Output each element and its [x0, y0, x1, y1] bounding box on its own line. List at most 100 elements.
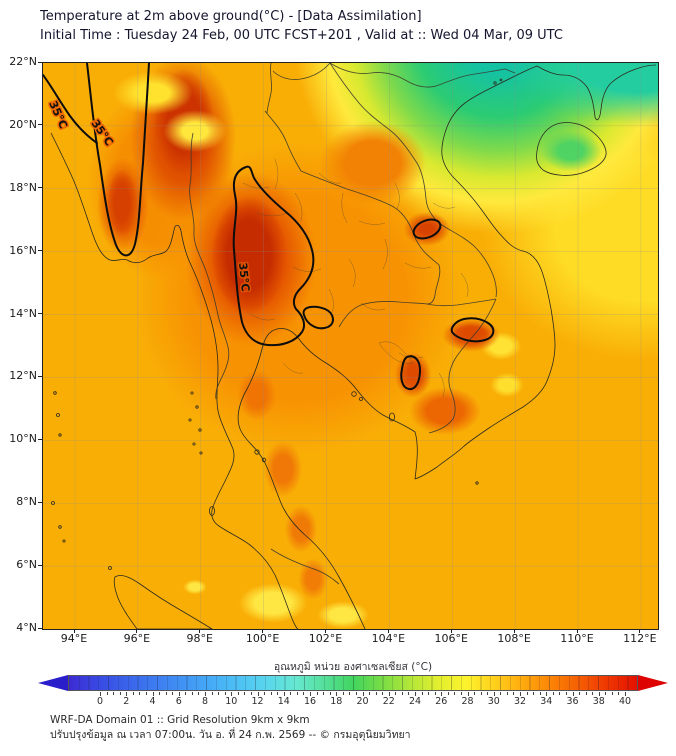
- colorbar-tick: [119, 692, 121, 695]
- footer-update-info: ปรับปรุงข้อมูล ณ เวลา 07:00น. วัน อ. ที่…: [50, 729, 411, 741]
- colorbar-tick: [310, 692, 311, 696]
- colorbar-tick-label: 30: [487, 696, 500, 707]
- colorbar-tick: [270, 692, 272, 695]
- colorbar-tick: [283, 692, 285, 696]
- lon-tick-label: 94°E: [60, 632, 88, 645]
- lon-tick-mark: [199, 629, 201, 633]
- lat-tick-label: 8°N: [16, 495, 37, 509]
- colorbar-tick: [296, 692, 298, 695]
- colorbar-tick: [572, 692, 574, 696]
- colorbar-tick-label: 16: [303, 696, 317, 707]
- colorbar-tick: [316, 692, 318, 695]
- colorbar-tick: [533, 692, 535, 695]
- colorbar-tick: [264, 692, 266, 695]
- colorbar-tick: [159, 692, 161, 695]
- colorbar-tick: [205, 692, 206, 696]
- map-overlay: 35°C 35°C 35°C: [43, 63, 658, 629]
- colorbar-tick: [369, 692, 371, 695]
- footer-domain-info: WRF-DA Domain 01 :: Grid Resolution 9km …: [50, 714, 310, 726]
- colorbar-tick: [303, 692, 305, 695]
- colorbar-tick-label: 38: [592, 696, 605, 707]
- lon-tick-mark: [73, 629, 75, 633]
- colorbar-tick: [467, 692, 469, 696]
- colorbar-tick: [152, 692, 154, 696]
- lat-tick-label: 10°N: [9, 432, 37, 446]
- colorbar-gradient: [68, 675, 638, 691]
- lon-tick-mark: [325, 629, 327, 633]
- colorbar-tick: [441, 692, 443, 696]
- lon-tick-mark: [136, 629, 138, 633]
- colorbar-tick-label: 26: [435, 696, 448, 707]
- colorbar-tick: [579, 692, 581, 695]
- colorbar-tick: [126, 692, 128, 696]
- lon-tick-label: 100°E: [245, 632, 280, 645]
- colorbar-tick: [139, 692, 141, 695]
- lon-tick-label: 102°E: [308, 632, 343, 645]
- colorbar-tick: [388, 692, 390, 696]
- lon-tick-mark: [262, 629, 264, 633]
- contour-label-35c: 35°C: [236, 262, 252, 292]
- coastlines: [50, 64, 657, 629]
- colorbar-tick-label: 34: [540, 696, 553, 707]
- colorbar-tick: [447, 692, 449, 695]
- page-subtitle: Initial Time : Tuesday 24 Feb, 00 UTC FC…: [40, 28, 563, 43]
- colorbar-tick-label: 4: [149, 696, 156, 707]
- title-block: Temperature at 2m above ground(°C) - [Da…: [40, 7, 563, 45]
- lon-tick-mark: [450, 629, 452, 633]
- colorbar-tick: [618, 692, 620, 695]
- colorbar-tick: [585, 692, 587, 695]
- contour-35c: 35°C 35°C 35°C: [43, 63, 495, 391]
- colorbar-tick: [290, 692, 292, 695]
- colorbar-tick: [362, 692, 364, 696]
- lat-tick-label: 22°N: [9, 55, 37, 68]
- colorbar-tick: [336, 692, 338, 696]
- lon-tick-label: 112°E: [623, 632, 657, 645]
- colorbar-left-arrow: [38, 675, 68, 691]
- lat-tick-mark: [38, 124, 42, 126]
- colorbar-tick-label: 18: [330, 696, 343, 707]
- lon-tick-label: 98°E: [186, 632, 213, 645]
- colorbar-tick: [113, 692, 115, 695]
- lat-tick-mark: [38, 250, 42, 252]
- colorbar-tick: [598, 692, 600, 696]
- colorbar-tick: [100, 692, 101, 696]
- colorbar-tick: [231, 692, 233, 696]
- lat-tick-mark: [38, 375, 42, 377]
- colorbar-tick: [546, 692, 548, 696]
- colorbar-tick: [132, 692, 134, 695]
- colorbar-tick: [415, 692, 416, 696]
- lat-tick-label: 14°N: [9, 306, 37, 320]
- colorbar-tick-label: 10: [225, 696, 238, 707]
- colorbar-tick: [355, 692, 357, 695]
- lat-tick-mark: [38, 627, 42, 629]
- lat-tick-mark: [38, 61, 42, 63]
- colorbar-tick: [145, 692, 147, 695]
- colorbar-tick: [395, 692, 397, 695]
- colorbar-tick-label: 32: [513, 696, 527, 707]
- colorbar-tick: [218, 692, 220, 695]
- lon-tick-mark: [387, 629, 389, 633]
- colorbar-title: อุณหภูมิ หน่วย องศาเซลเซียส (°C): [273, 661, 433, 673]
- colorbar-tick: [513, 692, 515, 695]
- colorbar-tick-label: 24: [408, 696, 422, 707]
- colorbar-tick: [178, 692, 180, 696]
- colorbar-tick: [165, 692, 167, 695]
- lat-tick-label: 16°N: [9, 243, 37, 257]
- colorbar-tick-label: 20: [356, 696, 369, 707]
- colorbar-tick: [434, 692, 436, 695]
- colorbar-tick: [611, 692, 613, 695]
- colorbar-tick: [277, 692, 279, 695]
- province-borders: [242, 158, 469, 398]
- colorbar-tick: [460, 692, 462, 695]
- lon-tick-label: 110°E: [560, 632, 594, 645]
- colorbar-tick: [401, 692, 403, 695]
- colorbar-tick: [382, 692, 384, 695]
- colorbar-tick: [211, 692, 213, 695]
- colorbar-tick: [323, 692, 325, 695]
- colorbar-tick-label: 6: [175, 696, 182, 707]
- colorbar-tick-label: 12: [251, 696, 264, 707]
- colorbar-tick-label: 0: [96, 696, 104, 707]
- lat-tick-mark: [38, 313, 42, 315]
- colorbar-tick: [257, 692, 259, 696]
